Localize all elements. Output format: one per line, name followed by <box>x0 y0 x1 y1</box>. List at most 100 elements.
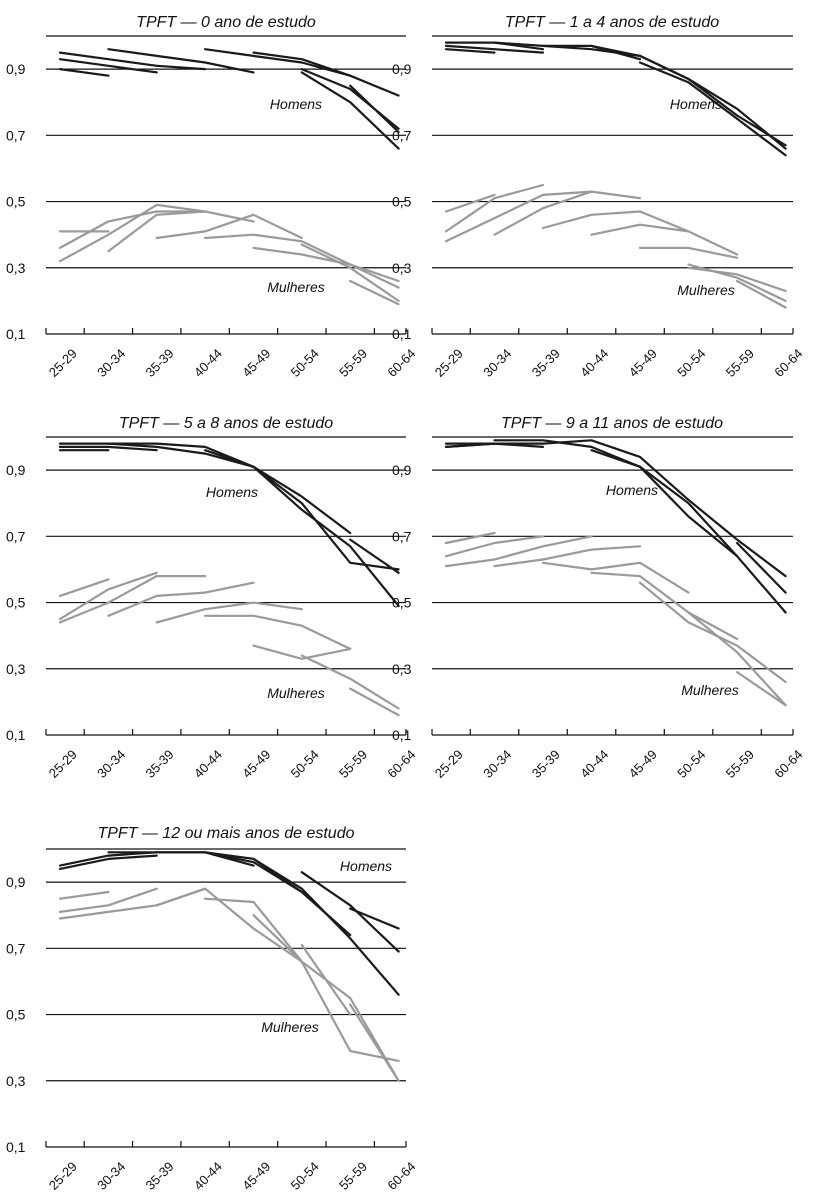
x-tick-label: 50-54 <box>674 747 708 781</box>
x-tick-label: 25-29 <box>432 747 466 781</box>
y-tick-label: 0,9 <box>392 462 412 478</box>
series-line-women <box>58 578 110 598</box>
x-tick-label: 30-34 <box>480 346 514 380</box>
series-line-men <box>204 48 352 77</box>
series-line-women <box>444 190 593 243</box>
men-label: Homens <box>270 96 322 112</box>
chart-panel-1: TPFT — 0 ano de estudo 0,1 0,3 0,5 0,7 0,9 25-… <box>6 14 418 380</box>
series-line-women <box>638 581 787 684</box>
y-tick-label: 0,5 <box>6 1007 26 1023</box>
y-tick-label: 0,3 <box>392 661 412 677</box>
x-tick-label: 25-29 <box>432 346 466 380</box>
series-line-men <box>444 44 545 54</box>
y-tick-label: 0,7 <box>6 940 26 956</box>
series-line-men <box>638 61 787 157</box>
series-line-men <box>349 538 400 574</box>
series-line-men <box>107 442 255 468</box>
x-tick-label: 30-34 <box>94 346 128 380</box>
series-line-women <box>349 263 400 289</box>
series-line-men <box>349 84 400 134</box>
series-line-women <box>155 213 303 240</box>
y-tick-label: 0,3 <box>392 260 412 276</box>
men-label: Homens <box>606 482 658 498</box>
series-line-women <box>444 531 496 545</box>
y-tick-label: 0,3 <box>6 1073 26 1089</box>
series-line-women <box>155 887 303 963</box>
series-line-women <box>349 1003 400 1082</box>
series-line-women <box>58 887 207 920</box>
x-tick-label: 40-44 <box>191 1159 225 1193</box>
x-tick-label: 45-49 <box>239 1159 273 1193</box>
x-tick-label: 40-44 <box>191 346 225 380</box>
chart-title: TPFT — 1 a 4 anos de estudo <box>505 14 719 31</box>
series-line-women <box>687 611 787 707</box>
y-tick-label: 0,5 <box>6 194 26 210</box>
women-label: Mulheres <box>267 279 325 295</box>
y-tick-label: 0,3 <box>6 260 26 276</box>
series-line-women <box>58 571 158 621</box>
y-tick-label: 0,1 <box>6 326 26 342</box>
series-line-men <box>300 71 400 150</box>
x-tick-label: 55-59 <box>336 1159 370 1193</box>
series-line-women <box>638 246 739 259</box>
x-tick-label: 40-44 <box>191 747 225 781</box>
series-line-women <box>444 535 545 558</box>
series-line-women <box>107 581 255 617</box>
series-line-women <box>541 561 690 594</box>
y-tick-label: 0,1 <box>392 727 412 743</box>
series-line-men <box>204 449 352 535</box>
series-line-men <box>155 64 207 71</box>
y-tick-label: 0,9 <box>6 874 26 890</box>
series-line-women <box>252 644 352 660</box>
women-label: Mulheres <box>681 682 739 698</box>
x-tick-label: 50-54 <box>288 346 322 380</box>
series-line-women <box>687 263 787 302</box>
y-tick-label: 0,7 <box>6 528 26 544</box>
chart-title: TPFT — 0 ano de estudo <box>136 14 316 31</box>
x-tick-label: 50-54 <box>288 1159 322 1193</box>
series-line-women <box>735 670 787 707</box>
y-tick-label: 0,3 <box>6 661 26 677</box>
chart-panel-4: TPFT — 9 a 11 anos de estudo 0,1 0,3 0,5 0,7… <box>392 415 805 781</box>
x-tick-label: 60-64 <box>384 1159 418 1193</box>
series-line-women <box>155 601 303 624</box>
series-line-women <box>252 914 400 1063</box>
chart-title: TPFT — 5 a 8 anos de estudo <box>119 415 333 432</box>
series-line-men <box>58 67 110 77</box>
women-label: Mulheres <box>261 1019 319 1035</box>
y-tick-label: 0,5 <box>392 194 412 210</box>
series-line-men <box>638 54 787 150</box>
series-line-men <box>687 77 787 147</box>
series-line-women <box>58 890 110 900</box>
x-tick-label: 25-29 <box>46 747 80 781</box>
series-line-men <box>300 871 400 953</box>
men-label: Homens <box>340 858 392 874</box>
series-line-men <box>155 851 303 894</box>
x-tick-label: 40-44 <box>577 747 611 781</box>
series-line-men <box>58 854 158 871</box>
series-line-men <box>541 439 787 578</box>
y-tick-label: 0,1 <box>6 1139 26 1155</box>
women-label: Mulheres <box>267 685 325 701</box>
series-line-women <box>58 887 158 914</box>
x-tick-label: 55-59 <box>336 346 370 380</box>
chart-panel-5: TPFT — 12 ou mais anos de estudo 0,1 0,3 0,… <box>6 825 418 1193</box>
x-tick-label: 35-39 <box>142 346 176 380</box>
women-label: Mulheres <box>677 282 735 298</box>
y-tick-label: 0,7 <box>6 127 26 143</box>
x-tick-label: 55-59 <box>723 747 757 781</box>
y-tick-label: 0,9 <box>6 462 26 478</box>
x-tick-label: 50-54 <box>288 747 322 781</box>
x-tick-label: 35-39 <box>142 1159 176 1193</box>
series-line-women <box>204 897 400 1082</box>
series-line-women <box>58 203 255 263</box>
x-tick-label: 60-64 <box>771 346 805 380</box>
series-line-women <box>252 246 400 283</box>
series-line-men <box>58 51 158 67</box>
x-tick-label: 25-29 <box>46 1159 80 1193</box>
x-tick-label: 30-34 <box>480 747 514 781</box>
series-line-men <box>735 541 787 594</box>
x-tick-label: 55-59 <box>336 747 370 781</box>
series-line-men <box>252 465 400 608</box>
